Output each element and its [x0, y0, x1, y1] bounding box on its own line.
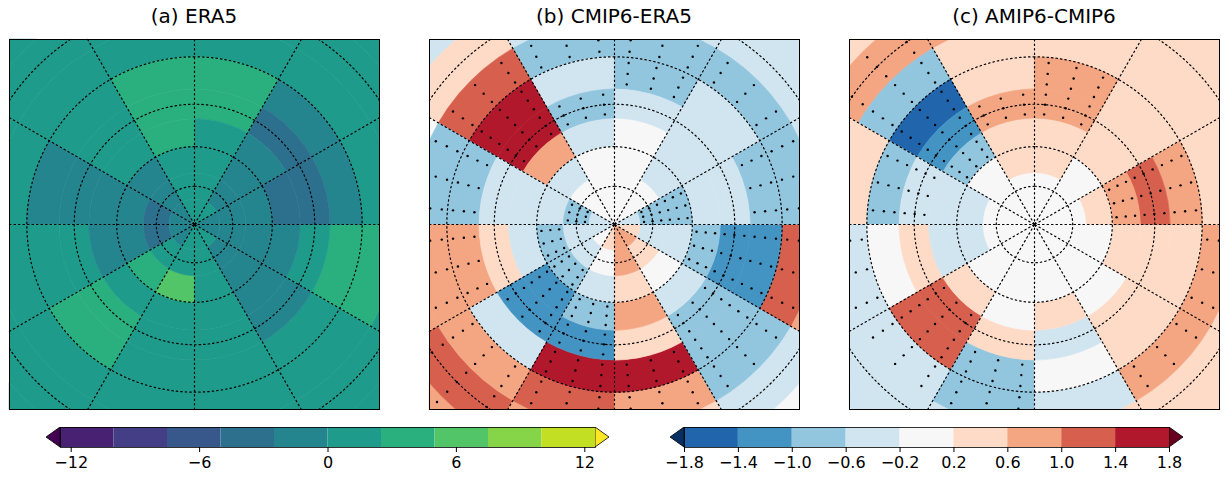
svg-text:12: 12 — [575, 453, 595, 472]
svg-text:−1.4: −1.4 — [719, 453, 758, 472]
svg-text:0: 0 — [323, 453, 333, 472]
svg-text:−0.6: −0.6 — [827, 453, 866, 472]
html-text:(a) ERA5: (a) ERA5 — [150, 4, 238, 28]
html-text:(b) CMIP6-ERA5: (b) CMIP6-ERA5 — [536, 4, 692, 28]
svg-text:−1.0: −1.0 — [773, 453, 812, 472]
svg-text:−12: −12 — [54, 453, 88, 472]
svg-text:0.6: 0.6 — [995, 453, 1020, 472]
svg-text:−6: −6 — [188, 453, 212, 472]
html-text:(c) AMIP6-CMIP6: (c) AMIP6-CMIP6 — [952, 4, 1116, 28]
svg-text:1.0: 1.0 — [1049, 453, 1074, 472]
svg-text:1.4: 1.4 — [1103, 453, 1128, 472]
svg-text:−1.8: −1.8 — [665, 453, 704, 472]
svg-text:−0.2: −0.2 — [881, 453, 920, 472]
svg-text:0.2: 0.2 — [941, 453, 966, 472]
svg-text:1.8: 1.8 — [1157, 453, 1182, 472]
svg-text:6: 6 — [451, 453, 461, 472]
